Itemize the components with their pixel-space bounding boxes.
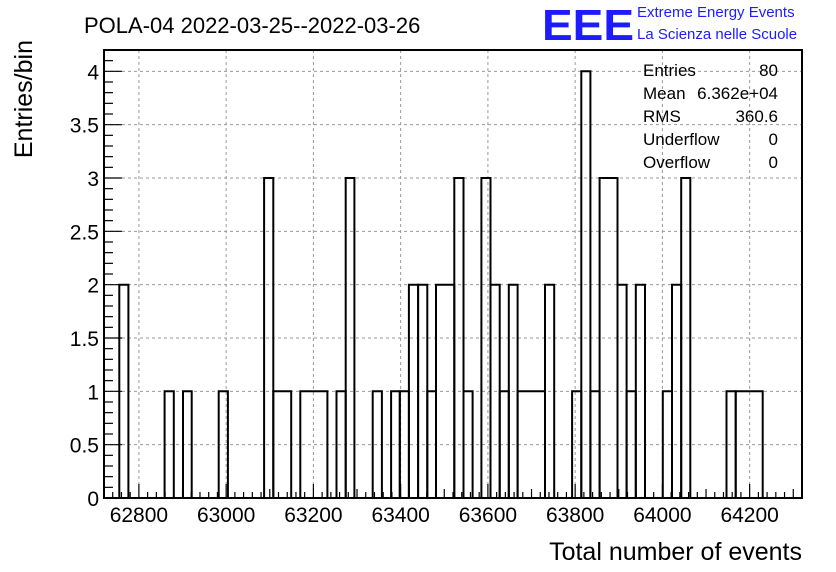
histogram-bin-9 [371,390,383,498]
stats-label-entries: Entries [643,61,696,80]
stats-label-underflow: Underflow [643,130,720,149]
x-tick-label-4: 63600 [459,504,517,527]
histogram-bin-16 [453,177,465,498]
stats-box: Entries 80 Mean 6.362e+04 RMS 360.6 Underflow 0… [643,61,778,172]
x-axis-label: Total number of events [549,538,802,566]
histogram-bins [118,70,764,498]
x-tick-label-2: 63200 [284,504,342,527]
logo-line-1: Extreme Energy Events [637,4,795,21]
histogram-bin-25 [580,70,592,498]
stats-value-underflow: 0 [769,130,778,149]
histogram-bin-8 [344,177,356,498]
x-tick-label-7: 64200 [720,504,778,527]
histogram-bin-17 [462,390,474,498]
histogram-bin-33 [680,177,692,498]
y-tick-label-3: 1.5 [70,328,99,351]
stats-value-overflow: 0 [769,153,778,172]
histogram-bin-2 [182,390,193,498]
histogram-bin-1 [163,390,175,498]
histogram-bin-6 [299,390,329,498]
y-axis-label: Entries/bin [10,40,38,158]
x-tick-label-1: 63000 [197,504,255,527]
histogram-bin-30 [634,283,646,498]
y-tick-label-8: 4 [87,61,99,84]
stats-value-entries: 80 [759,61,778,80]
histogram-bin-3 [217,390,229,498]
y-tick-label-1: 0.5 [70,435,99,458]
stats-label-mean: Mean [643,84,686,103]
stats-label-overflow: Overflow [643,153,711,172]
histogram-bin-35 [734,390,764,498]
x-tick-label-6: 64000 [633,504,691,527]
x-tick-label-0: 62800 [110,504,168,527]
logo-line-2: La Scienza nelle Scuole [637,26,797,43]
chart-title: POLA-04 2022-03-25--2022-03-26 [84,13,420,38]
histogram-bin-5 [272,390,293,498]
y-tick-label-5: 2.5 [70,221,99,244]
eee-logo: EEE Extreme Energy Events La Scienza nel… [542,1,797,50]
y-tick-label-2: 1 [87,381,99,404]
y-tick-label-6: 3 [87,168,99,191]
y-tick-label-4: 2 [87,275,99,298]
stats-value-mean: 6.362e+04 [697,84,778,103]
histogram-bin-4 [263,177,275,498]
x-tick-label-3: 63400 [371,504,429,527]
x-tick-label-5: 63800 [546,504,604,527]
tick-labels: 62800 63000 63200 63400 63600 63800 64000 64200… [70,61,779,527]
y-tick-label-0: 0 [87,488,99,511]
stats-label-rms: RMS [643,107,681,126]
stats-value-rms: 360.6 [735,107,778,126]
y-tick-label-7: 3.5 [70,115,99,138]
eee-logo-mark: EEE [542,1,634,50]
axes [103,49,803,499]
histogram-bin-23 [544,283,556,498]
